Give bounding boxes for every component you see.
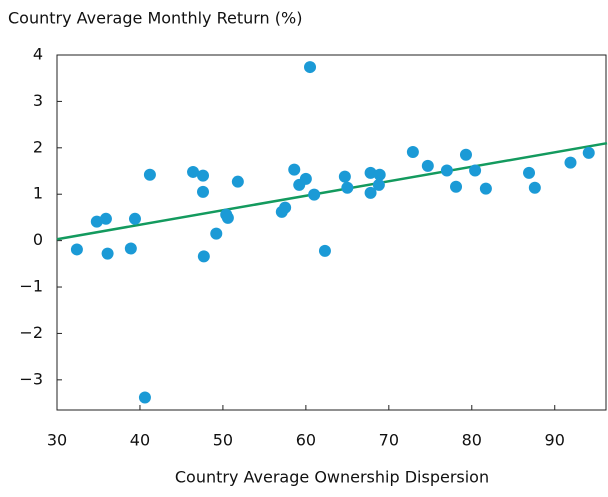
scatter-point [469, 164, 482, 177]
scatter-point [210, 227, 223, 240]
scatter-point [128, 212, 141, 225]
x-tick-label: 80 [462, 431, 482, 450]
scatter-point [364, 186, 377, 199]
scatter-point [288, 163, 301, 176]
scatter-point [338, 170, 351, 183]
scatter-point [308, 188, 321, 201]
plot-frame [56, 54, 607, 411]
scatter-point [304, 61, 317, 74]
scatter-point [90, 215, 103, 228]
y-tick-label: 0 [33, 230, 43, 249]
scatter-point [582, 146, 595, 159]
y-tick-label: 3 [33, 91, 43, 110]
scatter-point [221, 211, 234, 224]
x-tick-label: 40 [130, 431, 150, 450]
scatter-point [197, 250, 210, 263]
scatter-point [231, 175, 244, 188]
scatter-point [318, 244, 331, 257]
scatter-point [197, 185, 210, 198]
scatter-point [99, 212, 112, 225]
x-tick-label: 70 [379, 431, 399, 450]
scatter-point [372, 178, 385, 191]
scatter-point [279, 201, 292, 214]
scatter-point [440, 164, 453, 177]
y-tick-label: −2 [19, 323, 43, 342]
x-tick-label: 50 [213, 431, 233, 450]
y-tick-label: 4 [33, 45, 43, 64]
y-tick-label: −3 [19, 369, 43, 388]
scatter-point [373, 168, 386, 181]
scatter-point [101, 247, 114, 260]
scatter-point [197, 169, 210, 182]
scatter-point [124, 242, 137, 255]
scatter-point [421, 159, 434, 172]
y-tick-label: 1 [33, 184, 43, 203]
scatter-point [70, 243, 83, 256]
y-axis-label: Country Average Monthly Return (%) [8, 9, 302, 28]
scatter-point [450, 180, 463, 193]
scatter-point [479, 182, 492, 195]
scatter-point [299, 172, 312, 185]
scatter-point [143, 168, 156, 181]
x-axis-label: Country Average Ownership Dispersion [175, 468, 489, 487]
x-tick-label: 30 [47, 431, 67, 450]
scatter-point [528, 181, 541, 194]
scatter-point [138, 391, 151, 404]
fit-line [56, 141, 608, 241]
scatter-point [523, 166, 536, 179]
scatter-point [364, 166, 377, 179]
scatter-point [406, 145, 419, 158]
scatter-point [459, 148, 472, 161]
scatter-point [187, 165, 200, 178]
y-tick-label: 2 [33, 137, 43, 156]
scatter-point [341, 181, 354, 194]
scatter-point [564, 156, 577, 169]
x-tick-label: 60 [296, 431, 316, 450]
x-tick-label: 90 [545, 431, 565, 450]
y-tick-label: −1 [19, 277, 43, 296]
